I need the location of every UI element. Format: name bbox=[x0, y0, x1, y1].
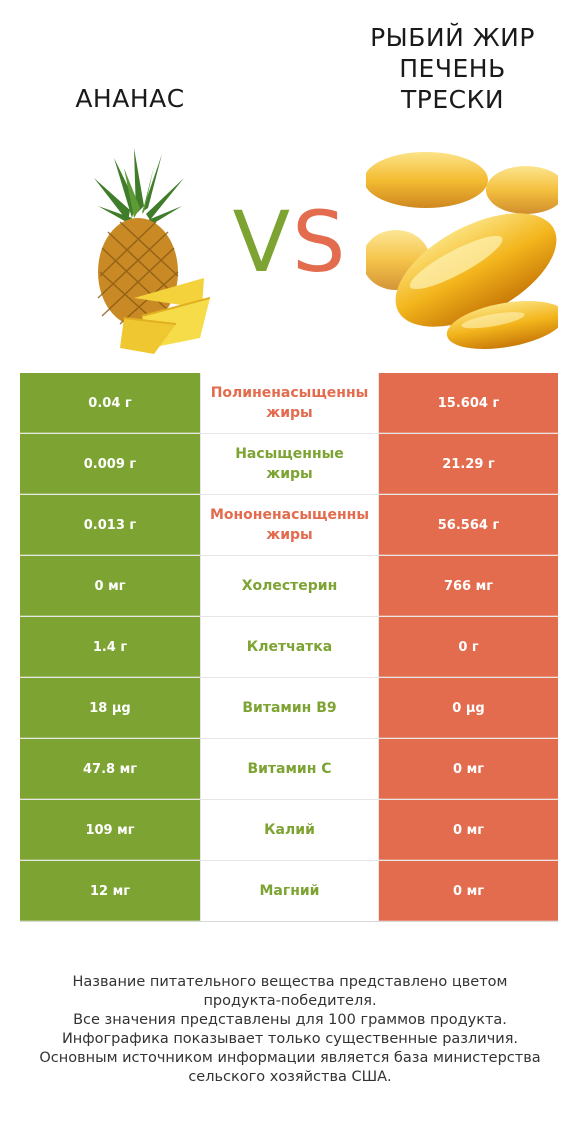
vs-label: VS bbox=[222, 192, 358, 292]
nutrient-name: Мононенасыщенны жиры bbox=[200, 495, 379, 555]
nutrient-name: Магний bbox=[200, 861, 379, 921]
nutrient-name: Холестерин bbox=[200, 556, 379, 616]
right-value: 0 мг bbox=[379, 800, 558, 860]
footer-line: Основным источником информации является … bbox=[39, 1050, 541, 1066]
right-value: 0 г bbox=[379, 617, 558, 677]
right-product-title: РЫБИЙ ЖИР ПЕЧЕНЬ ТРЕСКИ bbox=[345, 22, 560, 115]
left-value: 0.04 г bbox=[20, 373, 200, 433]
footer-line: Все значения представлены для 100 граммо… bbox=[73, 1012, 507, 1028]
right-value: 56.564 г bbox=[379, 495, 558, 555]
nutrient-line: Полиненасыщенны bbox=[210, 385, 369, 401]
left-value: 1.4 г bbox=[20, 617, 200, 677]
pineapple-image bbox=[84, 148, 211, 356]
comparison-table: 0.04 г Полиненасыщенны жиры 15.604 г 0.0… bbox=[20, 373, 558, 922]
table-row: 109 мг Калий 0 мг bbox=[20, 799, 558, 860]
nutrient-line: жиры bbox=[266, 466, 313, 482]
nutrient-line: Холестерин bbox=[241, 578, 338, 594]
right-title-line: РЫБИЙ ЖИР bbox=[370, 23, 535, 52]
table-row: 0.013 г Мононенасыщенны жиры 56.564 г bbox=[20, 494, 558, 555]
nutrient-name: Витамин C bbox=[200, 739, 379, 799]
left-value: 47.8 мг bbox=[20, 739, 200, 799]
nutrient-line: Клетчатка bbox=[246, 639, 333, 655]
right-value: 15.604 г bbox=[379, 373, 558, 433]
nutrient-line: жиры bbox=[266, 405, 313, 421]
table-row: 0.04 г Полиненасыщенны жиры 15.604 г bbox=[20, 373, 558, 433]
table-row: 18 µg Витамин B9 0 µg bbox=[20, 677, 558, 738]
left-value: 0.013 г bbox=[20, 495, 200, 555]
left-value: 109 мг bbox=[20, 800, 200, 860]
nutrient-line: Калий bbox=[264, 822, 315, 838]
footer-notes: Название питательного вещества представл… bbox=[20, 973, 560, 1087]
right-title-line: ПЕЧЕНЬ bbox=[399, 54, 506, 83]
right-value: 766 мг bbox=[379, 556, 558, 616]
footer-line: сельского хозяйства США. bbox=[188, 1069, 392, 1085]
nutrient-line: Магний bbox=[259, 883, 320, 899]
vs-v-letter: V bbox=[232, 193, 293, 291]
table-row: 0.009 г Насыщенные жиры 21.29 г bbox=[20, 433, 558, 494]
nutrient-name: Клетчатка bbox=[200, 617, 379, 677]
nutrient-name: Калий bbox=[200, 800, 379, 860]
nutrient-line: жиры bbox=[266, 527, 313, 543]
vs-s-letter: S bbox=[292, 193, 348, 291]
nutrient-name: Полиненасыщенны жиры bbox=[200, 373, 379, 433]
left-value: 12 мг bbox=[20, 861, 200, 921]
table-row: 0 мг Холестерин 766 мг bbox=[20, 555, 558, 616]
footer-line: Инфографика показывает только существенн… bbox=[61, 1031, 519, 1047]
fish-oil-capsules-image bbox=[362, 150, 566, 352]
table-row: 1.4 г Клетчатка 0 г bbox=[20, 616, 558, 677]
left-value: 0.009 г bbox=[20, 434, 200, 494]
nutrient-line: Витамин C bbox=[247, 761, 332, 777]
nutrient-line: Витамин B9 bbox=[242, 700, 337, 716]
right-value: 0 µg bbox=[379, 678, 558, 738]
left-value: 0 мг bbox=[20, 556, 200, 616]
left-value: 18 µg bbox=[20, 678, 200, 738]
right-value: 21.29 г bbox=[379, 434, 558, 494]
left-product-title: АНАНАС bbox=[75, 84, 185, 113]
nutrient-line: Насыщенные bbox=[235, 446, 344, 462]
right-value: 0 мг bbox=[379, 861, 558, 921]
table-row: 47.8 мг Витамин C 0 мг bbox=[20, 738, 558, 799]
nutrient-name: Витамин B9 bbox=[200, 678, 379, 738]
footer-line: Название питательного вещества представл… bbox=[72, 974, 508, 990]
nutrient-line: Мононенасыщенны bbox=[209, 507, 370, 523]
right-value: 0 мг bbox=[379, 739, 558, 799]
nutrient-name: Насыщенные жиры bbox=[200, 434, 379, 494]
table-row: 12 мг Магний 0 мг bbox=[20, 860, 558, 921]
footer-line: продукта-победителя. bbox=[203, 993, 377, 1009]
right-title-line: ТРЕСКИ bbox=[400, 85, 505, 114]
